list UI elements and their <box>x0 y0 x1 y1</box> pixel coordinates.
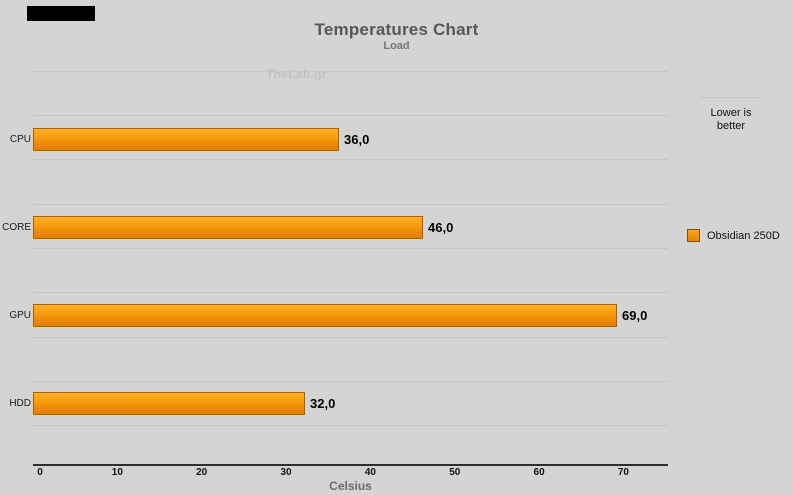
gridline <box>33 292 668 293</box>
x-axis-title: Celsius <box>329 479 372 493</box>
note-line: better <box>716 120 746 132</box>
value-label: 32,0 <box>310 396 336 411</box>
value-label: 46,0 <box>428 220 454 235</box>
category-label: CORE <box>2 222 31 233</box>
lower-is-better-note: Lower is better <box>688 107 774 133</box>
note-separator-line <box>700 97 762 98</box>
x-tick-label: 70 <box>617 467 629 478</box>
gridline <box>33 425 668 426</box>
x-axis-line <box>33 464 668 466</box>
bar-cpu <box>33 128 339 151</box>
x-tick-label: 10 <box>111 467 123 478</box>
category-label: CPU <box>9 134 31 145</box>
gridline <box>33 337 668 338</box>
category-label: GPU <box>9 310 31 321</box>
category-label: HDD <box>9 398 31 409</box>
bar-hdd <box>33 392 305 415</box>
gridline <box>33 115 668 116</box>
x-tick-label: 20 <box>196 467 208 478</box>
chart-title: Temperatures Chart <box>314 20 479 39</box>
x-tick-label: 30 <box>280 467 292 478</box>
x-tick-label: 60 <box>533 467 545 478</box>
gridline <box>33 381 668 382</box>
legend-swatch-icon <box>687 229 700 242</box>
gridline <box>33 248 668 249</box>
x-tick-label: 40 <box>364 467 376 478</box>
chart-subtitle: Load <box>383 40 410 52</box>
bar-core <box>33 216 423 239</box>
value-label: 36,0 <box>344 132 370 147</box>
watermark: TheLab.gr <box>266 67 327 81</box>
note-line: Lower is <box>710 107 752 119</box>
value-label: 69,0 <box>622 308 648 323</box>
black-rectangle <box>27 6 95 21</box>
gridline <box>33 159 668 160</box>
legend: Obsidian 250D <box>687 229 780 242</box>
gridline <box>33 204 668 205</box>
legend-series-label: Obsidian 250D <box>707 229 780 242</box>
bar-gpu <box>33 304 617 327</box>
x-tick-label: 0 <box>37 467 43 478</box>
x-tick-label: 50 <box>449 467 461 478</box>
gridline <box>33 71 668 72</box>
